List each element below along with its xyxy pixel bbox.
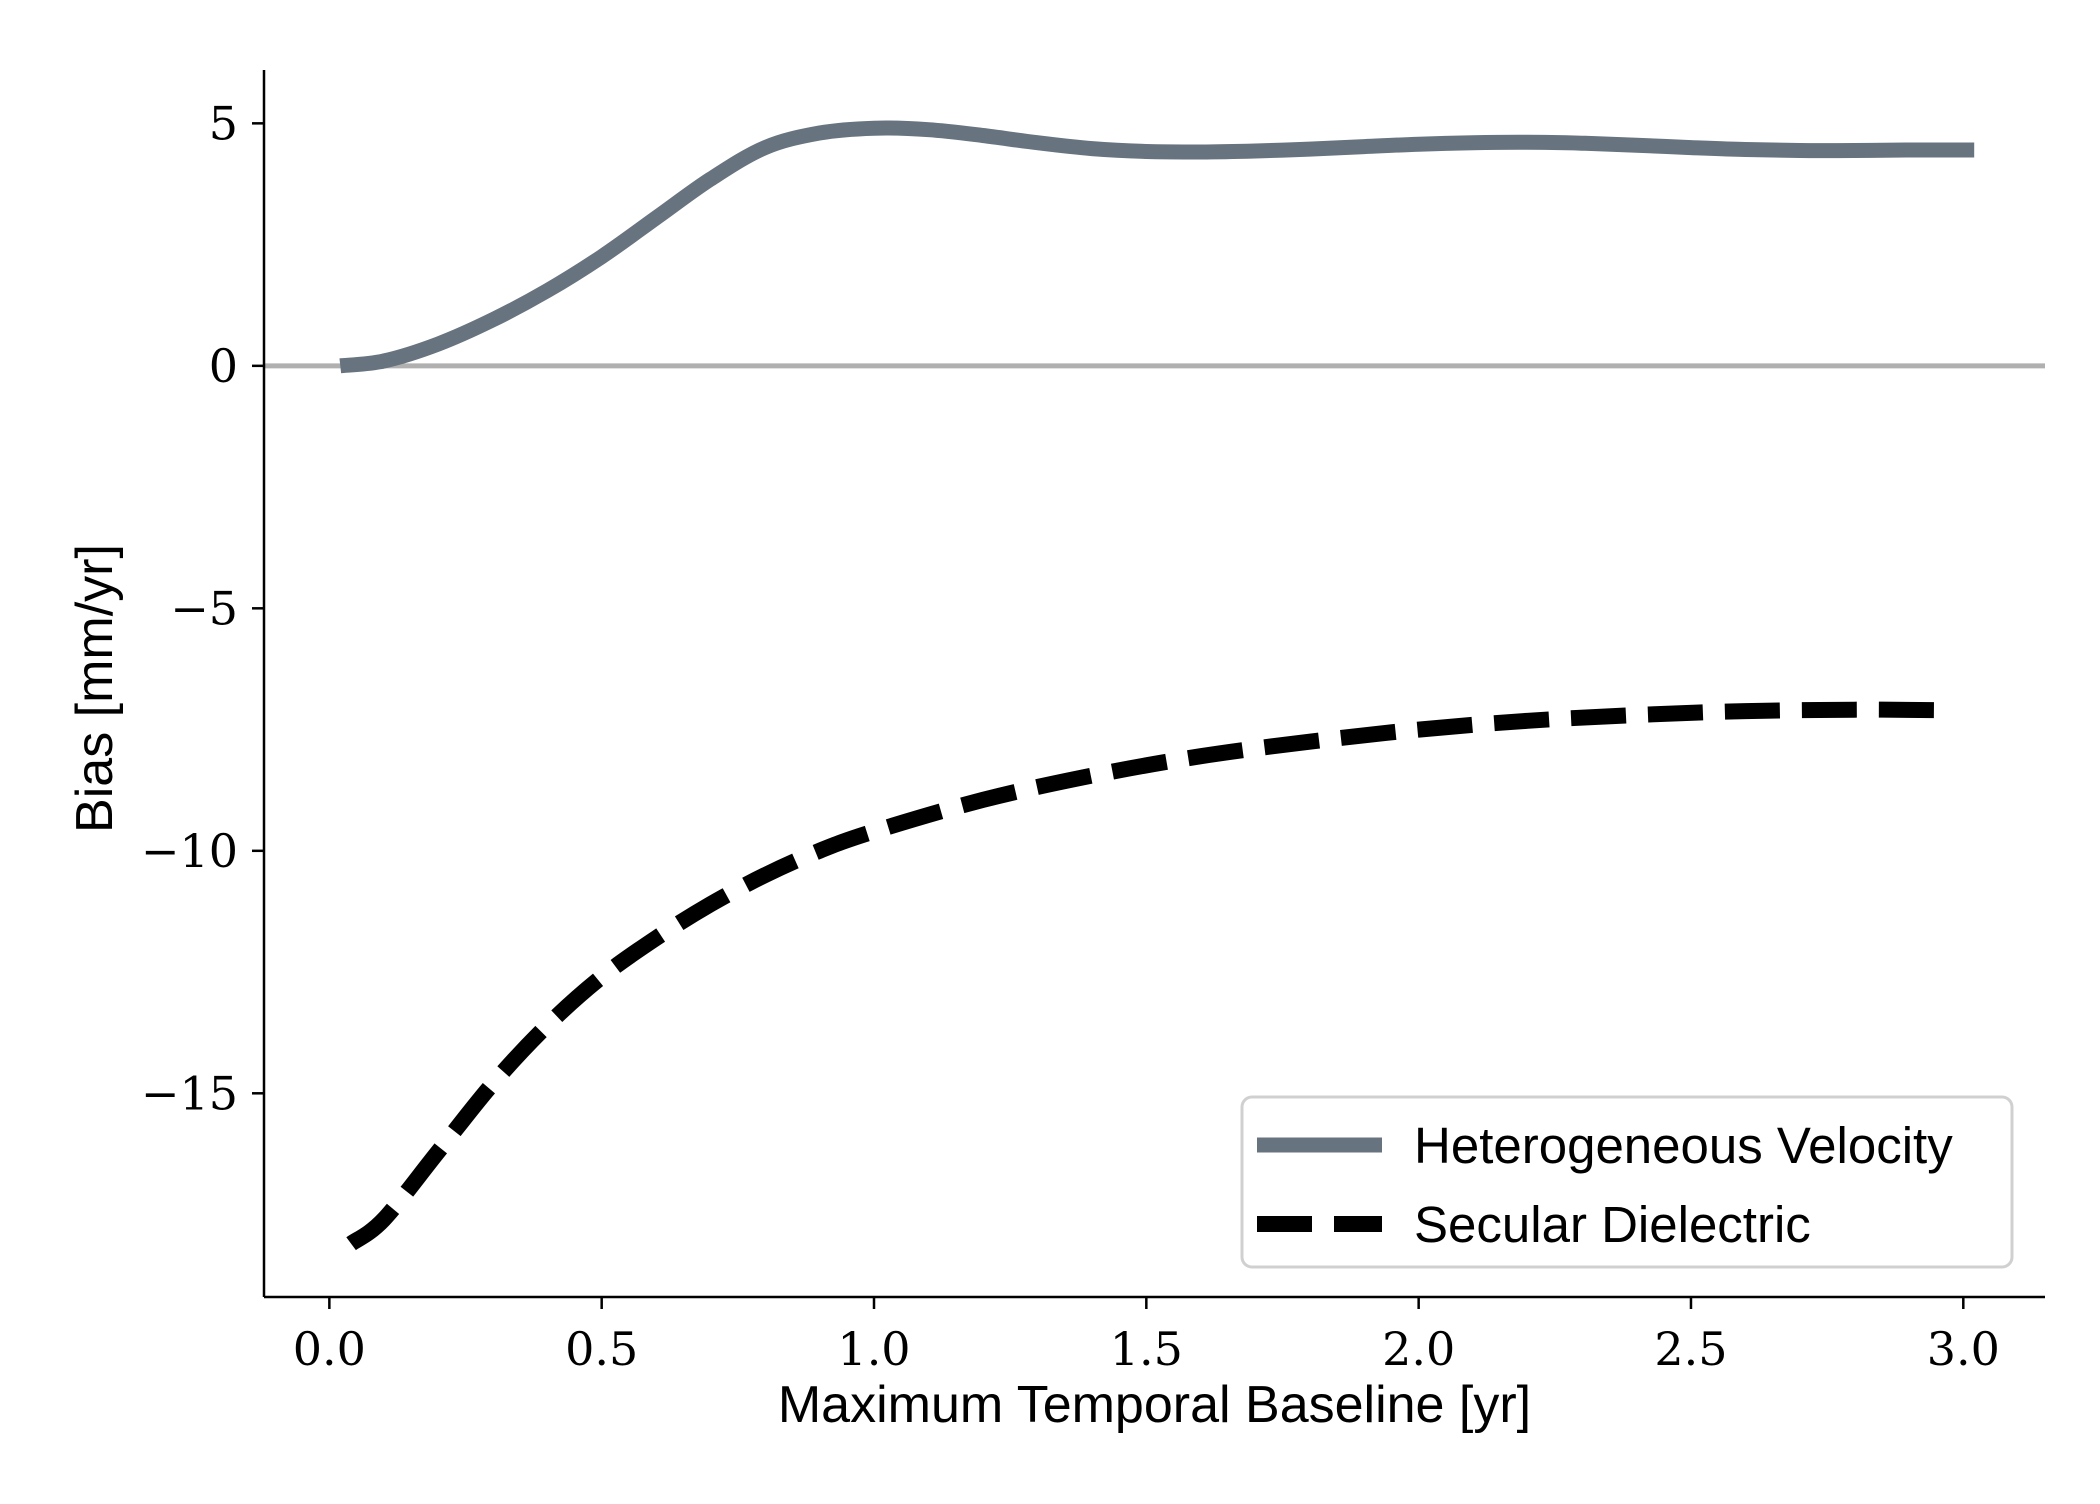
- y-tick-label: −10: [141, 824, 238, 878]
- legend-label-heterogeneous-velocity: Heterogeneous Velocity: [1414, 1117, 1953, 1174]
- x-tick-label: 0.5: [565, 1322, 638, 1376]
- legend-label-secular-dielectric: Secular Dielectric: [1414, 1196, 1811, 1253]
- y-tick-label: 5: [209, 96, 238, 150]
- y-tick-label: −15: [141, 1066, 238, 1120]
- x-axis-label: Maximum Temporal Baseline [yr]: [778, 1376, 1531, 1434]
- y-axis-label: Bias [mm/yr]: [66, 544, 124, 833]
- series-line-secular-dielectric: [346, 701, 1948, 1251]
- y-tick-label: −5: [170, 581, 238, 635]
- x-tick-label: 3.0: [1927, 1322, 2000, 1376]
- x-tick-label: 2.0: [1382, 1322, 1455, 1376]
- x-tick-label: 1.5: [1110, 1322, 1183, 1376]
- series-line-heterogeneous-velocity: [339, 120, 1975, 374]
- x-tick-label: 0.0: [293, 1322, 366, 1376]
- x-tick-label: 1.0: [837, 1322, 910, 1376]
- y-tick-label: 0: [209, 339, 238, 393]
- x-tick-label: 2.5: [1654, 1322, 1727, 1376]
- legend-box: [1240, 1095, 2014, 1269]
- legend: Heterogeneous Velocity Secular Dielectri…: [1240, 1095, 2014, 1269]
